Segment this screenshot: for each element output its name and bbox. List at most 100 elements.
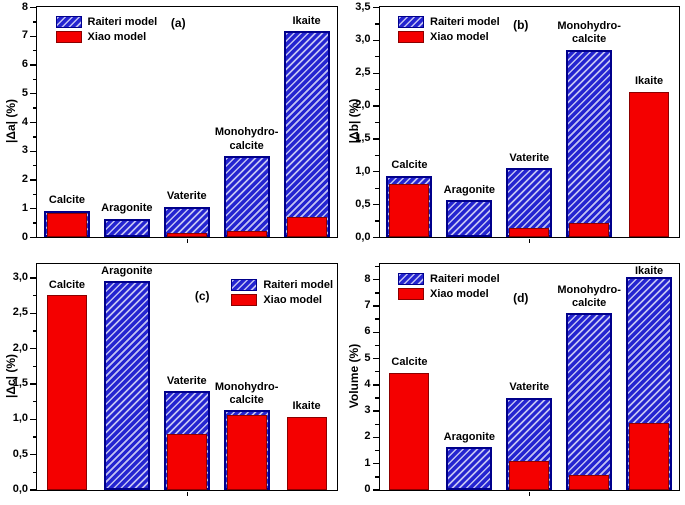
legend-swatch-xiao-icon [55,31,82,43]
y-major-tick [372,463,379,465]
y-axis-label-b: |Δb| (%) [346,98,361,144]
y-tick-label: 6 [364,325,371,338]
panel-b: Calcite Aragonite Vaterite Monohydro- calci… [343,0,685,253]
y-major-tick [372,305,379,307]
y-major-tick [372,72,379,74]
bar-raiteri-monohydro-calcite-b [566,49,613,237]
bar-raiteri-aragonite-c [103,281,150,490]
y-minor-tick [375,449,379,452]
plot-area-b: Calcite Aragonite Vaterite Monohydro- calci… [378,6,680,238]
x-tick [529,491,531,496]
bar-xiao-vaterite-a [166,232,207,237]
legend-label-raiteri: Raiteri model [263,278,333,291]
category-label-calcite-d: Calcite [391,356,428,369]
y-minor-tick [375,121,379,124]
category-label-aragonite-d: Aragonite [443,431,496,444]
y-tick-label: 5 [21,86,28,99]
y-major-tick [372,105,379,107]
category-label-vaterite-c: Vaterite [166,374,207,387]
y-major-tick [372,6,379,9]
y-minor-tick [375,88,379,91]
bar-raiteri-monohydro-calcite-a [223,155,270,237]
y-tick-label: 2 [21,173,28,185]
y-tick-label: 1 [21,201,28,214]
y-minor-tick [375,265,379,268]
category-label-vaterite-a: Vaterite [166,190,207,203]
y-major-tick [372,138,379,140]
y-tick-label: 8 [21,0,28,13]
y-tick-label: 2,5 [355,66,371,79]
y-tick-label: 0 [364,483,371,495]
y-major-tick [30,35,36,37]
plot-area-a: Calcite Aragonite Vaterite Monohydro- calci… [36,6,338,238]
bar-xiao-monohydro-calcite-a [226,231,267,237]
y-axis-label-a: |Δa| (%) [4,98,18,144]
bar-xiao-ikaite-c [286,416,327,490]
y-tick-label: 5 [364,351,371,364]
y-major-tick [30,179,36,181]
x-tick [186,239,188,243]
category-label-monohydro-calcite-d: Monohydro- calcite [557,283,621,310]
x-tick [529,239,531,243]
y-minor-tick [32,107,36,109]
y-tick-label: 1,0 [355,164,371,177]
panel-letter-b: (b) [513,18,529,32]
category-label-vaterite-d: Vaterite [509,381,550,394]
y-minor-tick [375,344,379,347]
y-minor-tick [32,365,36,368]
bar-xiao-calcite-c [46,295,87,490]
y-major-tick [30,6,36,9]
panel-d: Calcite Aragonite Vaterite Monohydro- calci… [343,253,685,505]
legend-swatch-raiteri-icon [398,16,424,28]
bar-raiteri-monohydro-calcite-d [566,313,613,490]
panel-a: Calcite Aragonite Vaterite Monohydro- calci… [0,0,343,253]
y-minor-tick [32,136,36,138]
y-minor-tick [32,21,36,23]
bar-xiao-monohydro-calcite-b [569,223,610,237]
y-major-tick [372,236,379,239]
y-tick-label: 2,5 [12,306,28,319]
y-major-tick [372,203,379,206]
category-label-ikaite-d: Ikaite [634,264,664,277]
legend-b: Raiteri model Xiao model [398,16,500,46]
y-minor-tick [375,23,379,25]
y-major-tick [30,312,36,315]
y-tick-label: 0,5 [355,197,371,210]
y-tick-label: 1,0 [12,412,28,425]
y-major-tick [372,357,379,360]
y-tick-label: 0,0 [12,483,28,495]
y-major-tick [372,436,379,439]
legend-swatch-xiao-icon [231,293,258,306]
y-minor-tick [375,476,379,478]
y-minor-tick [32,164,36,167]
y-minor-tick [32,295,36,297]
y-minor-tick [375,187,379,189]
bar-xiao-ikaite-a [286,217,327,237]
legend-item-xiao: Xiao model [55,31,158,43]
x-tick [186,491,188,496]
y-major-tick [30,150,36,152]
bar-xiao-vaterite-b [509,227,550,237]
category-label-monohydro-calcite-c: Monohydro- calcite [214,380,279,406]
y-major-tick [30,418,36,421]
legend-label-raiteri: Raiteri model [87,16,158,28]
y-tick-label: 3,0 [12,271,28,284]
legend-swatch-xiao-icon [398,31,424,43]
y-tick-label: 1,5 [12,377,28,390]
legend-item-xiao: Xiao model [398,287,500,300]
legend-a: Raiteri model Xiao model [55,16,158,46]
legend-item-raiteri: Raiteri model [398,272,500,285]
legend-item-xiao: Xiao model [231,293,333,306]
y-minor-tick [375,220,379,222]
category-label-aragonite-a: Aragonite [101,202,153,215]
bar-raiteri-aragonite-d [446,447,493,490]
y-axis-label-c: |Δc| (%) [4,353,18,398]
legend-item-xiao: Xiao model [398,31,500,43]
y-tick-label: 6 [21,58,28,70]
legend-swatch-xiao-icon [398,287,424,300]
y-tick-label: 2 [364,430,371,443]
y-minor-tick [375,154,379,157]
y-tick-label: 3 [21,144,28,157]
bar-xiao-monohydro-calcite-c [226,415,267,490]
